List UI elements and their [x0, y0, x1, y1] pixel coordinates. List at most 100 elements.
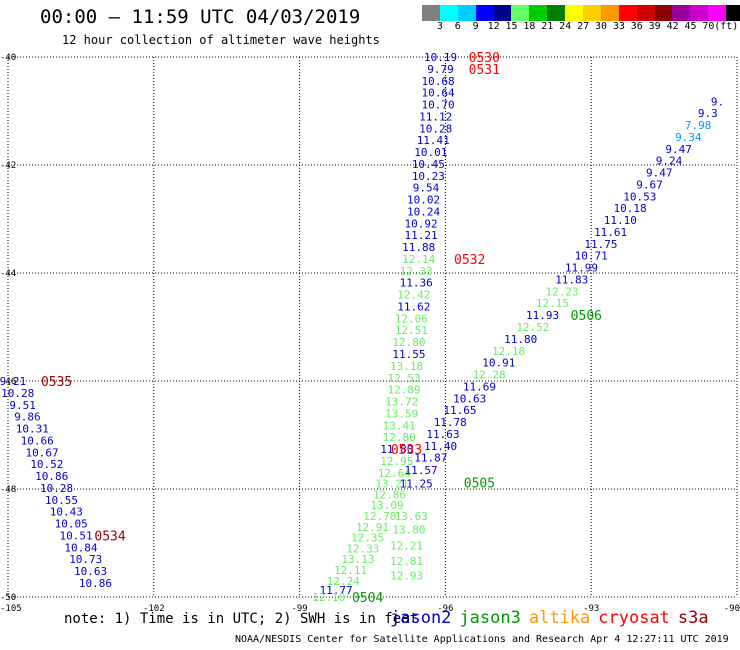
- scale-swatch: [708, 5, 727, 21]
- wave-height-value: 11.83: [555, 273, 588, 286]
- wave-height-value: 11.80: [504, 333, 537, 346]
- wave-height-value: 10.05: [55, 518, 88, 531]
- pass-time-label: 0533: [391, 443, 422, 458]
- wave-height-value: 10.70: [422, 99, 455, 112]
- wave-height-value: 11.69: [463, 380, 496, 393]
- wave-height-value: 10.63: [74, 565, 107, 578]
- wave-height-value: 10.64: [422, 87, 455, 100]
- scale-label: 27: [577, 21, 590, 32]
- wave-height-value: 10.01: [414, 146, 447, 159]
- longitude-label: -99: [291, 604, 307, 614]
- wave-height-value: 10.86: [35, 470, 68, 483]
- wave-height-value: 13.80: [392, 524, 425, 537]
- color-scale: [422, 5, 740, 21]
- longitude-label: -96: [437, 604, 453, 614]
- wave-height-value: 12.18: [492, 345, 525, 358]
- wave-height-value: 12.33: [346, 542, 379, 555]
- wave-height-value: 10.84: [64, 541, 97, 554]
- legend-item-jason3: jason3: [459, 608, 521, 628]
- wave-height-value: 11.57: [405, 464, 438, 477]
- wave-height-value: 10.31: [16, 423, 49, 436]
- wave-height-value: 10.43: [50, 506, 83, 519]
- wave-height-value: 10.91: [482, 357, 515, 370]
- scale-label: 18: [523, 21, 536, 32]
- wave-height-value: 10.24: [407, 205, 440, 218]
- wave-height-value: 13.18: [390, 360, 423, 373]
- wave-height-value: 12.23: [545, 285, 578, 298]
- wave-height-value: 9.67: [636, 178, 663, 191]
- wave-height-value: 13.63: [395, 510, 428, 523]
- wave-height-value: 12.91: [356, 521, 389, 534]
- wave-height-value: 10.28: [40, 482, 73, 495]
- longitude-label: -93: [583, 604, 599, 614]
- wave-height-value: 12.93: [390, 569, 423, 582]
- wave-height-value: 12.86: [373, 488, 406, 501]
- wave-height-value: 12.10: [312, 591, 345, 604]
- pass-time-label: 0506: [571, 309, 602, 324]
- scale-swatch: [690, 5, 709, 21]
- scale-swatch: [511, 5, 530, 21]
- legend-item-jason2: jason2: [390, 608, 452, 628]
- wave-height-value: 12.51: [395, 324, 428, 337]
- wave-height-value: 10.45: [412, 158, 445, 171]
- scale-label: 45: [684, 21, 697, 32]
- longitude-label: -90: [724, 604, 740, 614]
- scale-label: 9: [472, 21, 479, 32]
- scale-swatch: [636, 5, 655, 21]
- wave-height-value: 12.15: [536, 297, 569, 310]
- wave-height-value: 11.55: [392, 348, 425, 361]
- legend-item-altika: altika: [528, 608, 591, 628]
- wave-height-value: 7.98: [685, 119, 712, 132]
- scale-label: 36: [630, 21, 643, 32]
- wave-height-value: 9.54: [413, 182, 440, 195]
- latitude-label: -44: [0, 269, 16, 279]
- wave-height-value: 11.65: [443, 404, 476, 417]
- latitude-label: -48: [0, 485, 16, 495]
- legend-item-s3a: s3a: [677, 608, 709, 628]
- wave-height-value: 11.25: [400, 478, 433, 491]
- wave-height-value: 11.36: [400, 277, 433, 290]
- wave-height-value: 12.35: [351, 532, 384, 545]
- wave-height-value: 9.24: [656, 155, 683, 168]
- scale-swatch: [565, 5, 584, 21]
- wave-height-value: 12.64: [378, 467, 411, 480]
- wave-height-value: 11.80: [380, 443, 413, 456]
- pass-time-label: 0505: [464, 477, 495, 492]
- pass-time-label: 0532: [454, 253, 485, 268]
- wave-height-value: 9.47: [665, 143, 692, 156]
- wave-height-value: 12.42: [397, 289, 430, 302]
- wave-height-value: 12.80: [392, 336, 425, 349]
- legend-item-cryosat: cryosat: [598, 608, 670, 628]
- wave-height-value: 11.10: [604, 214, 637, 227]
- wave-height-value: 12.95: [380, 455, 413, 468]
- wave-height-value: 10.53: [623, 190, 656, 203]
- wave-height-value: 12.33: [400, 265, 433, 278]
- wave-height-value: 11.87: [414, 452, 447, 465]
- wave-height-value: 10.28: [1, 387, 34, 400]
- scale-label: 6: [454, 21, 461, 32]
- longitude-label: -105: [0, 604, 22, 614]
- map-title: 00:00 – 11:59 UTC 04/03/2019: [40, 6, 361, 28]
- wave-height-value: 10.55: [45, 494, 78, 507]
- latitude-label: -42: [0, 161, 16, 171]
- wave-height-value: 11.93: [526, 309, 559, 322]
- wave-height-value: 9.34: [675, 131, 702, 144]
- wave-height-value: 11.12: [419, 110, 452, 123]
- wave-height-value: 12.53: [388, 372, 421, 385]
- pass-time-label: 0535: [41, 375, 72, 390]
- scale-swatch: [654, 5, 673, 21]
- wave-height-value: 11.78: [434, 416, 467, 429]
- wave-height-value: 11.99: [565, 262, 598, 275]
- scale-label: 3: [436, 21, 443, 32]
- wave-height-value: 9.47: [646, 167, 673, 180]
- wave-height-value: 9.21: [0, 375, 26, 388]
- wave-height-value: 9.86: [14, 411, 41, 424]
- scale-label: 15: [505, 21, 518, 32]
- wave-height-value: 11.88: [402, 241, 435, 254]
- scale-label: 21: [541, 21, 554, 32]
- scale-swatch: [583, 5, 601, 21]
- scale-label: 42: [666, 21, 679, 32]
- scale-swatch: [547, 5, 566, 21]
- map-subtitle: 12 hour collection of altimeter wave hei…: [62, 33, 380, 47]
